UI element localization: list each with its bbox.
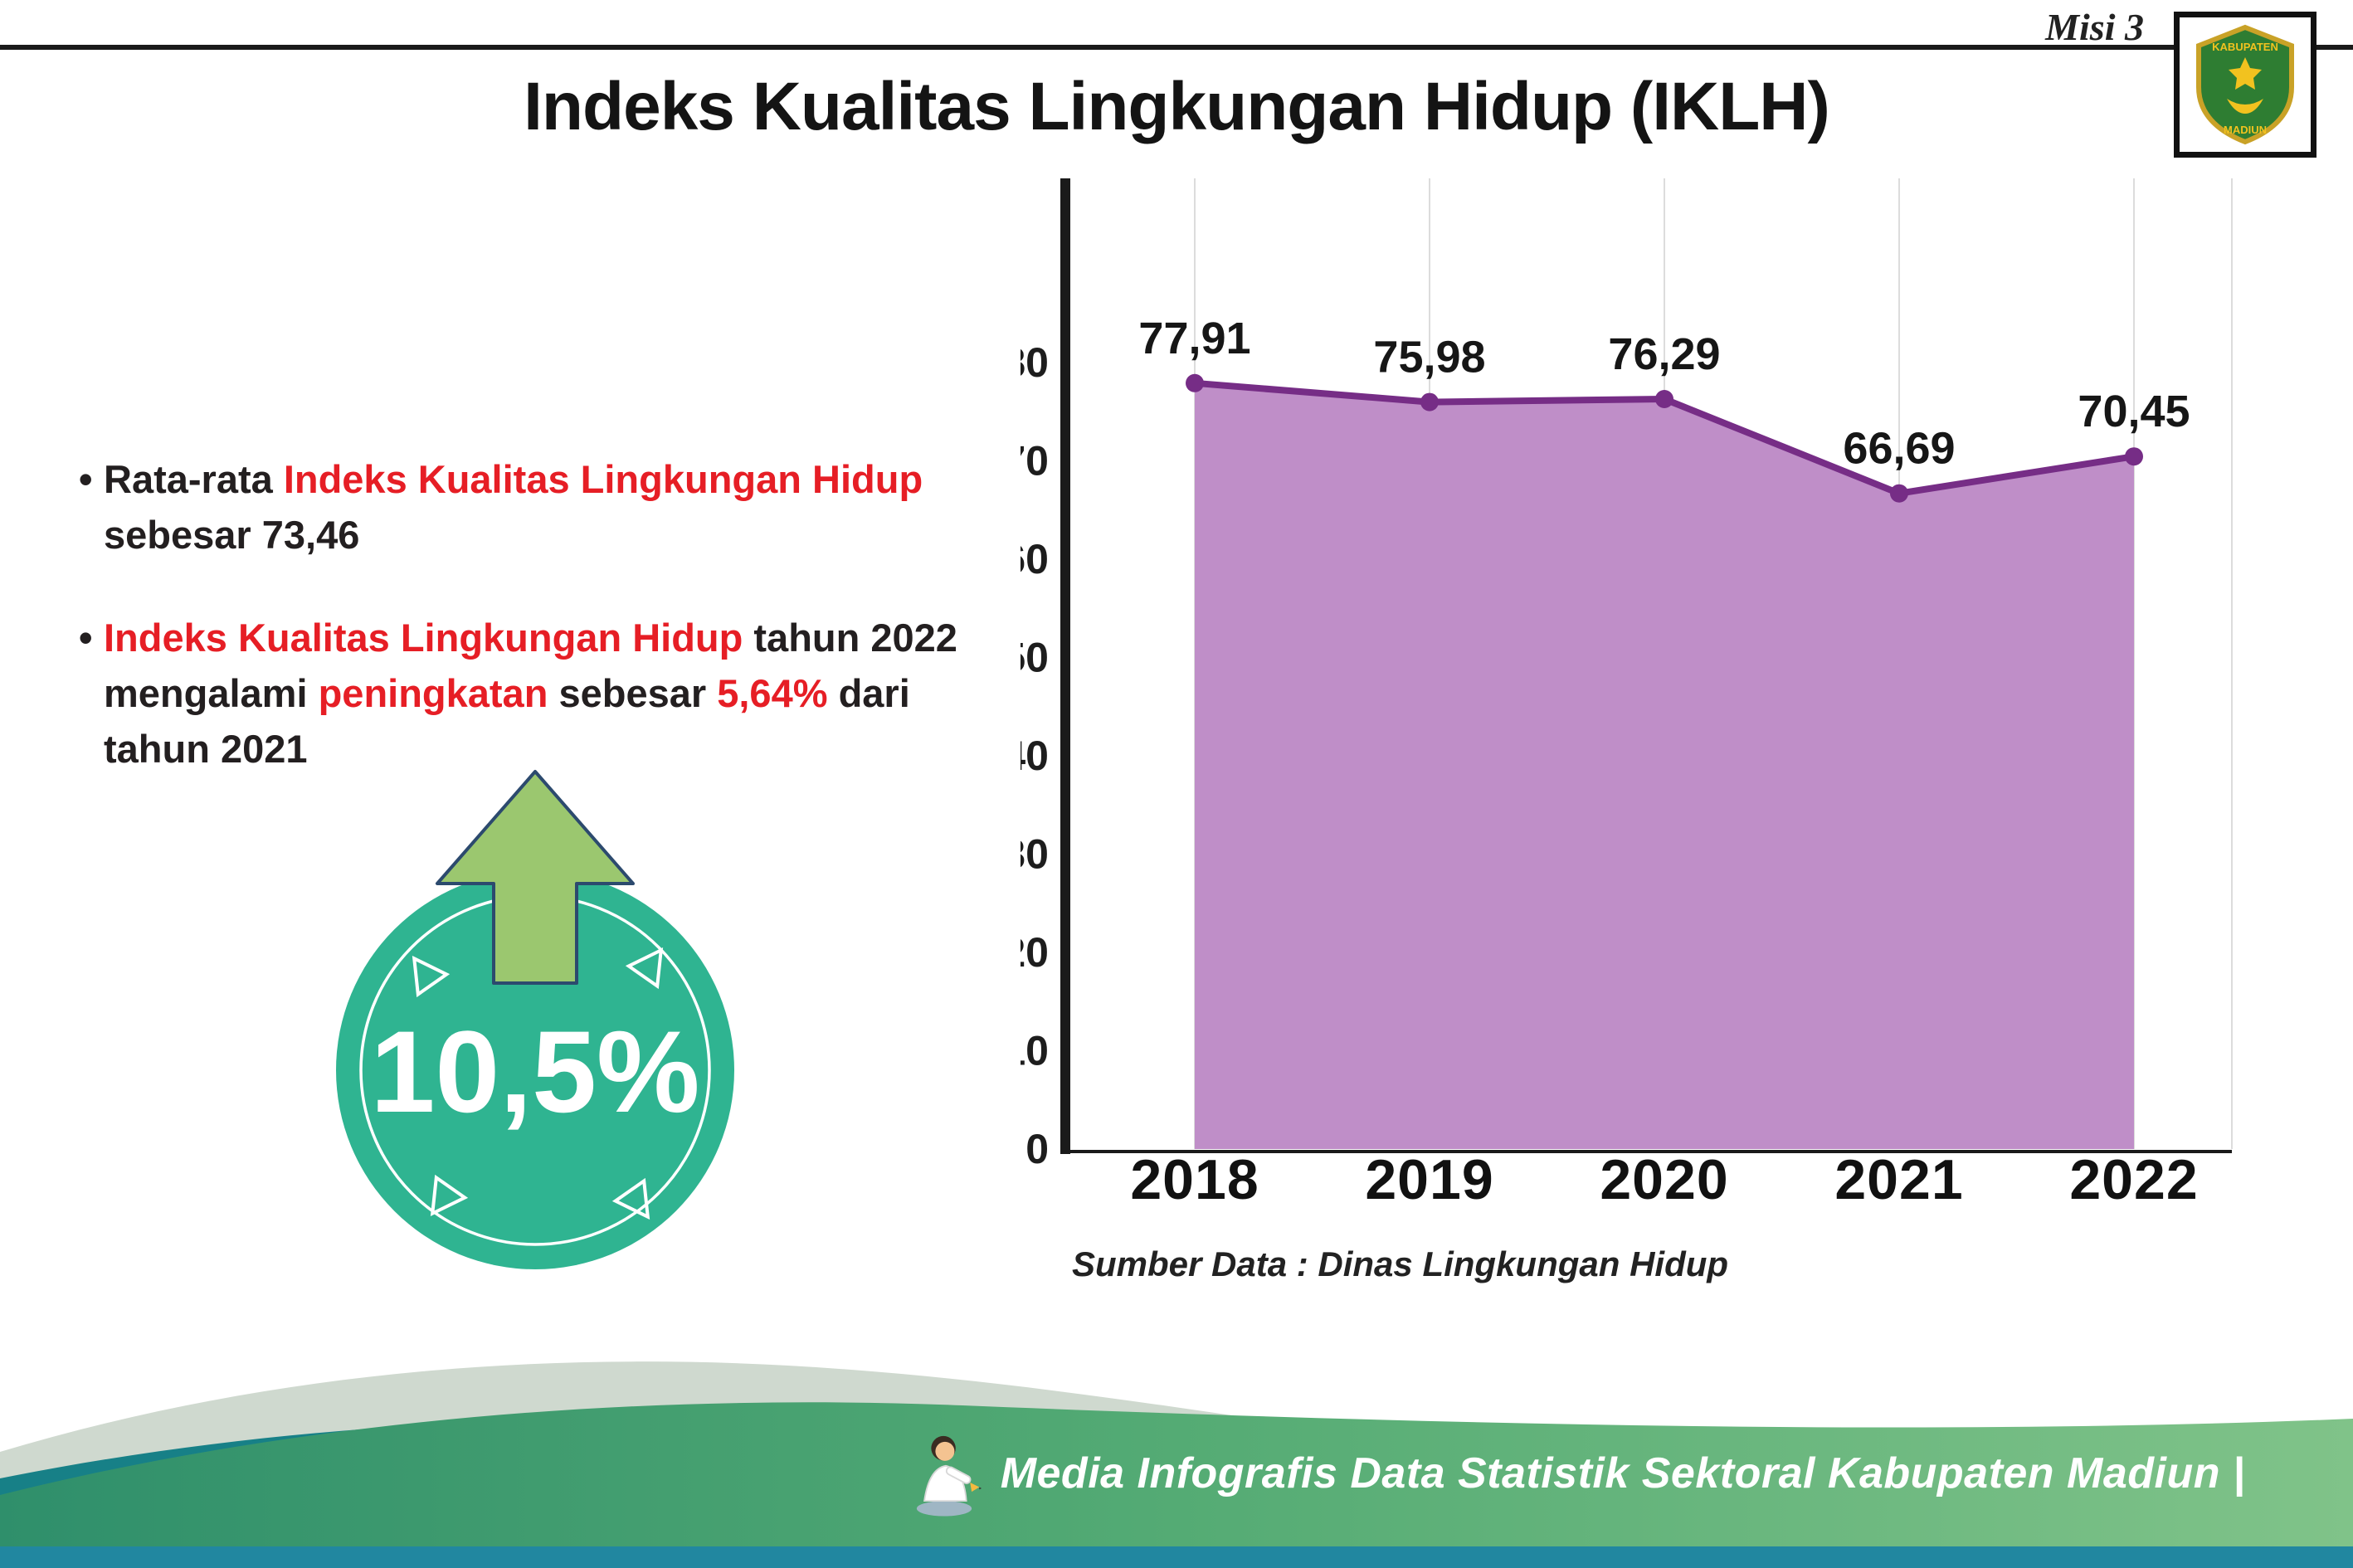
bullet-text-segment: peningkatan — [318, 671, 548, 716]
header-divider-line — [0, 45, 2353, 50]
bullet-text-segment: sebesar 73,46 — [104, 512, 360, 557]
increase-badge: 10,5% — [319, 743, 751, 1307]
value-label: 70,45 — [2078, 387, 2190, 436]
y-axis-line — [1060, 178, 1070, 1154]
increase-badge-graphic: 10,5% — [336, 770, 734, 1269]
y-tick-label: 0 — [1025, 1126, 1049, 1172]
data-point — [1890, 484, 1908, 503]
footer-bottom-strip — [0, 1546, 2353, 1568]
x-axis-label: 2018 — [1130, 1148, 1259, 1211]
data-point — [1655, 390, 1673, 408]
misi-label: Misi 3 — [2045, 6, 2144, 48]
bullet-marker: • — [79, 616, 93, 660]
bullet-text-segment: Indeks Kualitas Lingkungan Hidup — [283, 457, 923, 501]
x-axis-label: 2021 — [1834, 1148, 1963, 1211]
footer-wave-art — [0, 1361, 2353, 1568]
y-tick-label: 70 — [1021, 438, 1049, 485]
x-axis-label: 2019 — [1365, 1148, 1493, 1211]
y-tick-label: 40 — [1021, 733, 1049, 779]
footer: Media Infografis Data Statistik Sektoral… — [906, 1427, 2245, 1520]
crest-rice — [2227, 99, 2263, 114]
value-label: 76,29 — [1608, 329, 1720, 379]
value-label: 77,91 — [1138, 314, 1250, 363]
bullet-list: • Rata-rata Indeks Kualitas Lingkungan Hi… — [79, 452, 987, 777]
crest-star — [2229, 57, 2262, 90]
data-source-caption: Sumber Data : Dinas Lingkungan Hidup — [1072, 1244, 1729, 1283]
bullet-text-segment: 5,64% — [717, 671, 828, 716]
bullet-item: • Indeks Kualitas Lingkungan Hidup tahun … — [79, 611, 987, 777]
bullet-text-segment: Indeks Kualitas Lingkungan Hidup — [104, 616, 743, 660]
badge-triangle-decorations — [412, 947, 664, 1220]
bullet-text-segment: sebesar — [548, 671, 718, 716]
bullet-text-segment: Rata-rata — [104, 457, 284, 501]
footer-wave-green — [0, 1402, 2353, 1568]
bullet-marker: • — [79, 457, 93, 501]
y-tick-label: 10 — [1021, 1028, 1049, 1074]
badge-value: 10,5% — [371, 1006, 700, 1137]
data-point — [1186, 373, 1204, 392]
bullet-item: • Rata-rata Indeks Kualitas Lingkungan Hi… — [79, 452, 987, 562]
up-arrow-icon — [436, 770, 635, 985]
data-point — [1420, 392, 1439, 411]
crest-bottom-text: MADIUN — [2224, 124, 2267, 136]
bullet-text-segment: tahun 2022 mengalami — [104, 616, 957, 716]
mascot-icon — [916, 1435, 982, 1517]
data-point — [2125, 447, 2143, 466]
x-axis-label: 2022 — [2069, 1148, 2198, 1211]
y-tick-label: 20 — [1021, 929, 1049, 976]
kabupaten-madiun-crest: KABUPATEN MADIUN — [2196, 24, 2294, 145]
iklh-area-chart: 0 10 20 30 40 50 60 70 80 77,91 75,98 76,29 66,69 70,… — [1002, 166, 2282, 1261]
iklh-area-chart-svg: 0 10 20 30 40 50 60 70 80 77,91 75,98 76,29 66,69 70,… — [1002, 178, 2233, 1211]
value-label: 75,98 — [1373, 333, 1485, 382]
footer-caption: Media Infografis Data Statistik Sektoral… — [1000, 1449, 2245, 1497]
x-axis-label: 2020 — [1600, 1148, 1728, 1211]
y-tick-label: 60 — [1021, 536, 1049, 582]
y-tick-label: 50 — [1021, 635, 1049, 681]
kabupaten-madiun-logo: KABUPATEN MADIUN — [2174, 12, 2316, 158]
bullet-text-segment: dari tahun 2021 — [104, 671, 910, 771]
value-label: 66,69 — [1843, 424, 1955, 474]
crest-shield — [2196, 24, 2294, 145]
area-fill — [1195, 382, 2134, 1149]
y-tick-label: 80 — [1021, 339, 1049, 386]
y-tick-label: 30 — [1021, 831, 1049, 878]
crest-top-text: KABUPATEN — [2212, 41, 2278, 53]
page-title: Indeks Kualitas Lingkungan Hidup (IKLH) — [524, 69, 1830, 144]
